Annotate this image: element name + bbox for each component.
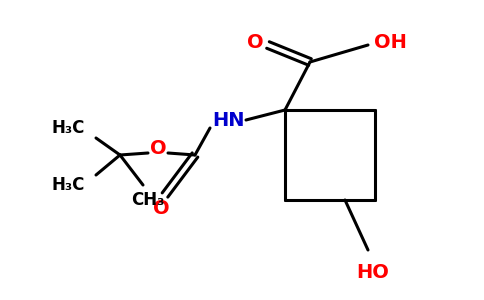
Text: CH₃: CH₃: [131, 191, 165, 209]
Text: HO: HO: [357, 262, 390, 281]
Text: H₃C: H₃C: [51, 119, 85, 137]
Text: HN: HN: [212, 110, 244, 130]
Text: H₃C: H₃C: [51, 176, 85, 194]
Text: OH: OH: [374, 34, 407, 52]
Text: O: O: [150, 139, 166, 158]
Text: O: O: [247, 34, 263, 52]
Text: O: O: [152, 200, 169, 218]
